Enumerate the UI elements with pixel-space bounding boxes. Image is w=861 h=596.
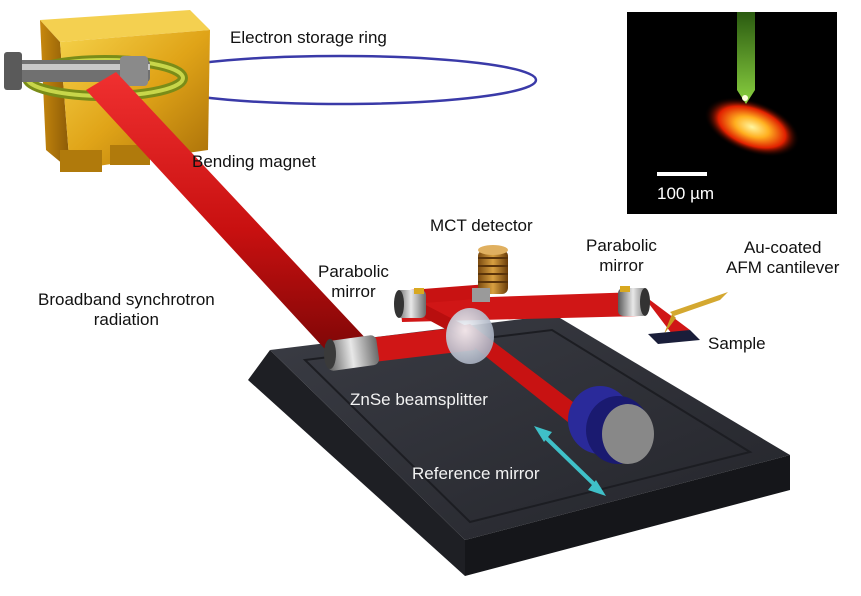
- broadband-beam: [86, 72, 370, 360]
- broadband-radiation-label: Broadband synchrotron radiation: [38, 290, 215, 329]
- sample-label: Sample: [708, 334, 766, 353]
- parabolic-mirror-right-label: Parabolic mirror: [586, 236, 657, 275]
- reference-mirror-arrow: [534, 426, 606, 496]
- reference-mirror-shape: [568, 386, 654, 464]
- reference-mirror-label: Reference mirror: [412, 464, 540, 483]
- sample-shape: [648, 330, 700, 344]
- afm-tip-image: [737, 12, 755, 104]
- input-mirror: [324, 335, 380, 371]
- mct-detector-label: MCT detector: [430, 216, 533, 235]
- mct-detector-shape: [472, 245, 508, 302]
- bending-magnet: [4, 10, 210, 172]
- scale-bar-label: 100 µm: [657, 184, 715, 203]
- parabolic-mirror-right-shape: [618, 286, 650, 316]
- beamsplitter-shape: [446, 308, 494, 364]
- scale-bar: [657, 172, 707, 176]
- inset-microscope-image: 100 µm: [627, 12, 837, 214]
- parabolic-mirror-left-shape: [394, 288, 426, 318]
- au-cantilever-label: Au-coated AFM cantilever: [726, 238, 840, 277]
- bending-magnet-label: Bending magnet: [192, 152, 316, 171]
- znse-beamsplitter-label: ZnSe beamsplitter: [350, 390, 488, 409]
- afm-cantilever: [664, 292, 728, 334]
- electron-storage-ring-label: Electron storage ring: [230, 28, 387, 47]
- optical-table: [248, 315, 790, 576]
- laser-spot: [704, 97, 800, 157]
- parabolic-mirror-left-label: Parabolic mirror: [318, 262, 389, 301]
